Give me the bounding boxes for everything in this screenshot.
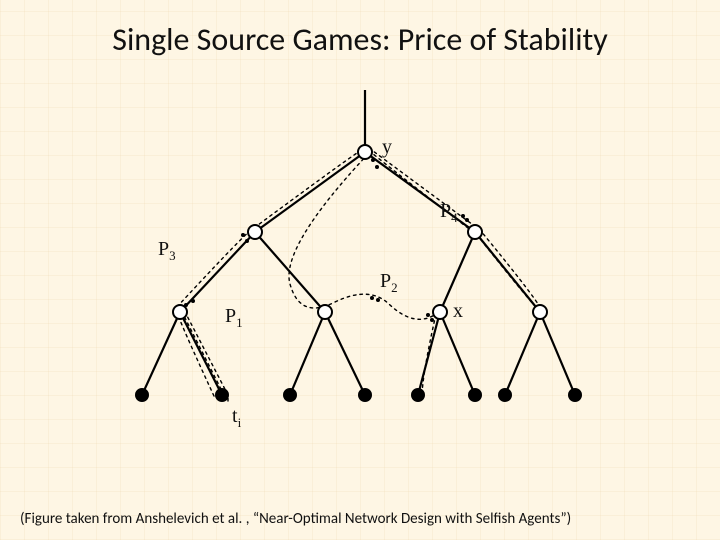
path-dot: [376, 298, 380, 302]
path-dot: [465, 218, 469, 222]
path-dot: [375, 165, 379, 169]
path-dot: [245, 239, 249, 243]
path-dot: [371, 158, 375, 162]
label-x: x: [453, 300, 463, 323]
label-P3: P3: [158, 238, 176, 264]
path-dot: [370, 296, 374, 300]
path-dot: [241, 233, 245, 237]
node-l3d: [532, 304, 548, 320]
page-title: Single Source Games: Price of Stability: [0, 20, 720, 59]
label-P4: P4: [440, 200, 458, 226]
node-leaf5: [411, 388, 425, 402]
node-leaf3: [283, 388, 297, 402]
tree-edge: [255, 232, 325, 312]
node-l2a: [247, 224, 263, 240]
tree-edge: [365, 152, 475, 232]
tree-edge: [325, 312, 365, 395]
label-P1: P1: [225, 305, 243, 331]
node-leaf4: [358, 388, 372, 402]
tree-edge: [418, 312, 440, 395]
node-leaf8: [568, 388, 582, 402]
node-leaf2: [215, 388, 229, 402]
node-leaf1: [135, 388, 149, 402]
tree-edge: [180, 312, 222, 395]
label-ti: ti: [232, 405, 241, 431]
path-dot: [430, 318, 434, 322]
tree-edge: [180, 232, 255, 312]
node-l3b: [317, 304, 333, 320]
label-P2: P2: [380, 270, 398, 296]
node-leaf7: [498, 388, 512, 402]
tree-diagram: y x P1 P2 P3 P4 ti: [120, 90, 600, 460]
node-y: [357, 144, 373, 160]
node-leaf6: [468, 388, 482, 402]
path-dot: [191, 299, 195, 303]
tree-edge: [540, 312, 575, 395]
tree-edge: [142, 312, 180, 395]
path-dot: [461, 214, 465, 218]
path-dot: [426, 313, 430, 317]
tree-edge: [255, 152, 365, 232]
tree-edge: [505, 312, 540, 395]
label-y: y: [382, 136, 392, 159]
tree-edge: [440, 312, 475, 395]
tree-edge: [290, 312, 325, 395]
node-x: [432, 304, 448, 320]
node-l3a: [172, 304, 188, 320]
node-l2b: [467, 224, 483, 240]
figure-caption: (Figure taken from Anshelevich et al. , …: [20, 510, 571, 528]
